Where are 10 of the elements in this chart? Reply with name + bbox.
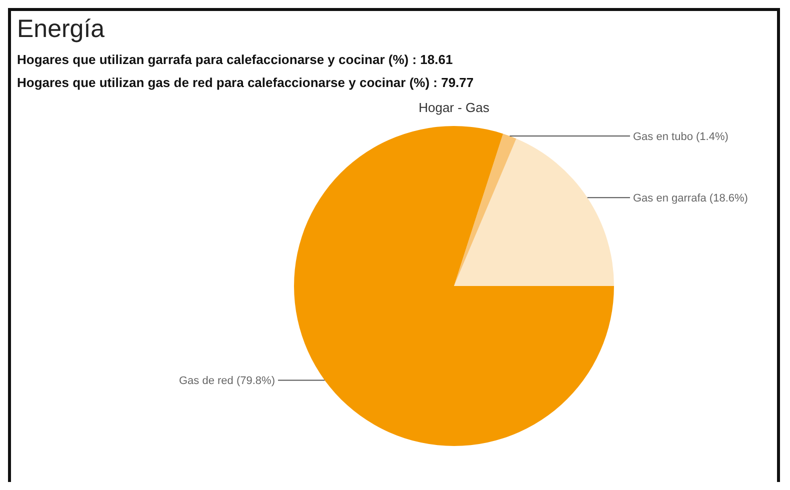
chart-subtitle: Hogar - Gas	[418, 100, 490, 115]
chart-title: Energía	[17, 15, 106, 44]
text: Hogares que utilizan garrafa para calefaccionarse y cocinar (%) : 18.61	[17, 52, 454, 67]
slice-label: Gas en garrafa (18.6%)	[633, 192, 748, 205]
pie-slice	[454, 138, 614, 286]
pie-slice	[454, 134, 516, 286]
slice-label: Gas de red (79.8%)	[179, 375, 275, 388]
slice-label: Gas en tubo (1.4%)	[633, 131, 728, 144]
text: Hogares que utilizan gas de red para calefaccionarse y cocinar (%) : 79.77	[17, 75, 475, 90]
pie-slice	[294, 126, 614, 446]
